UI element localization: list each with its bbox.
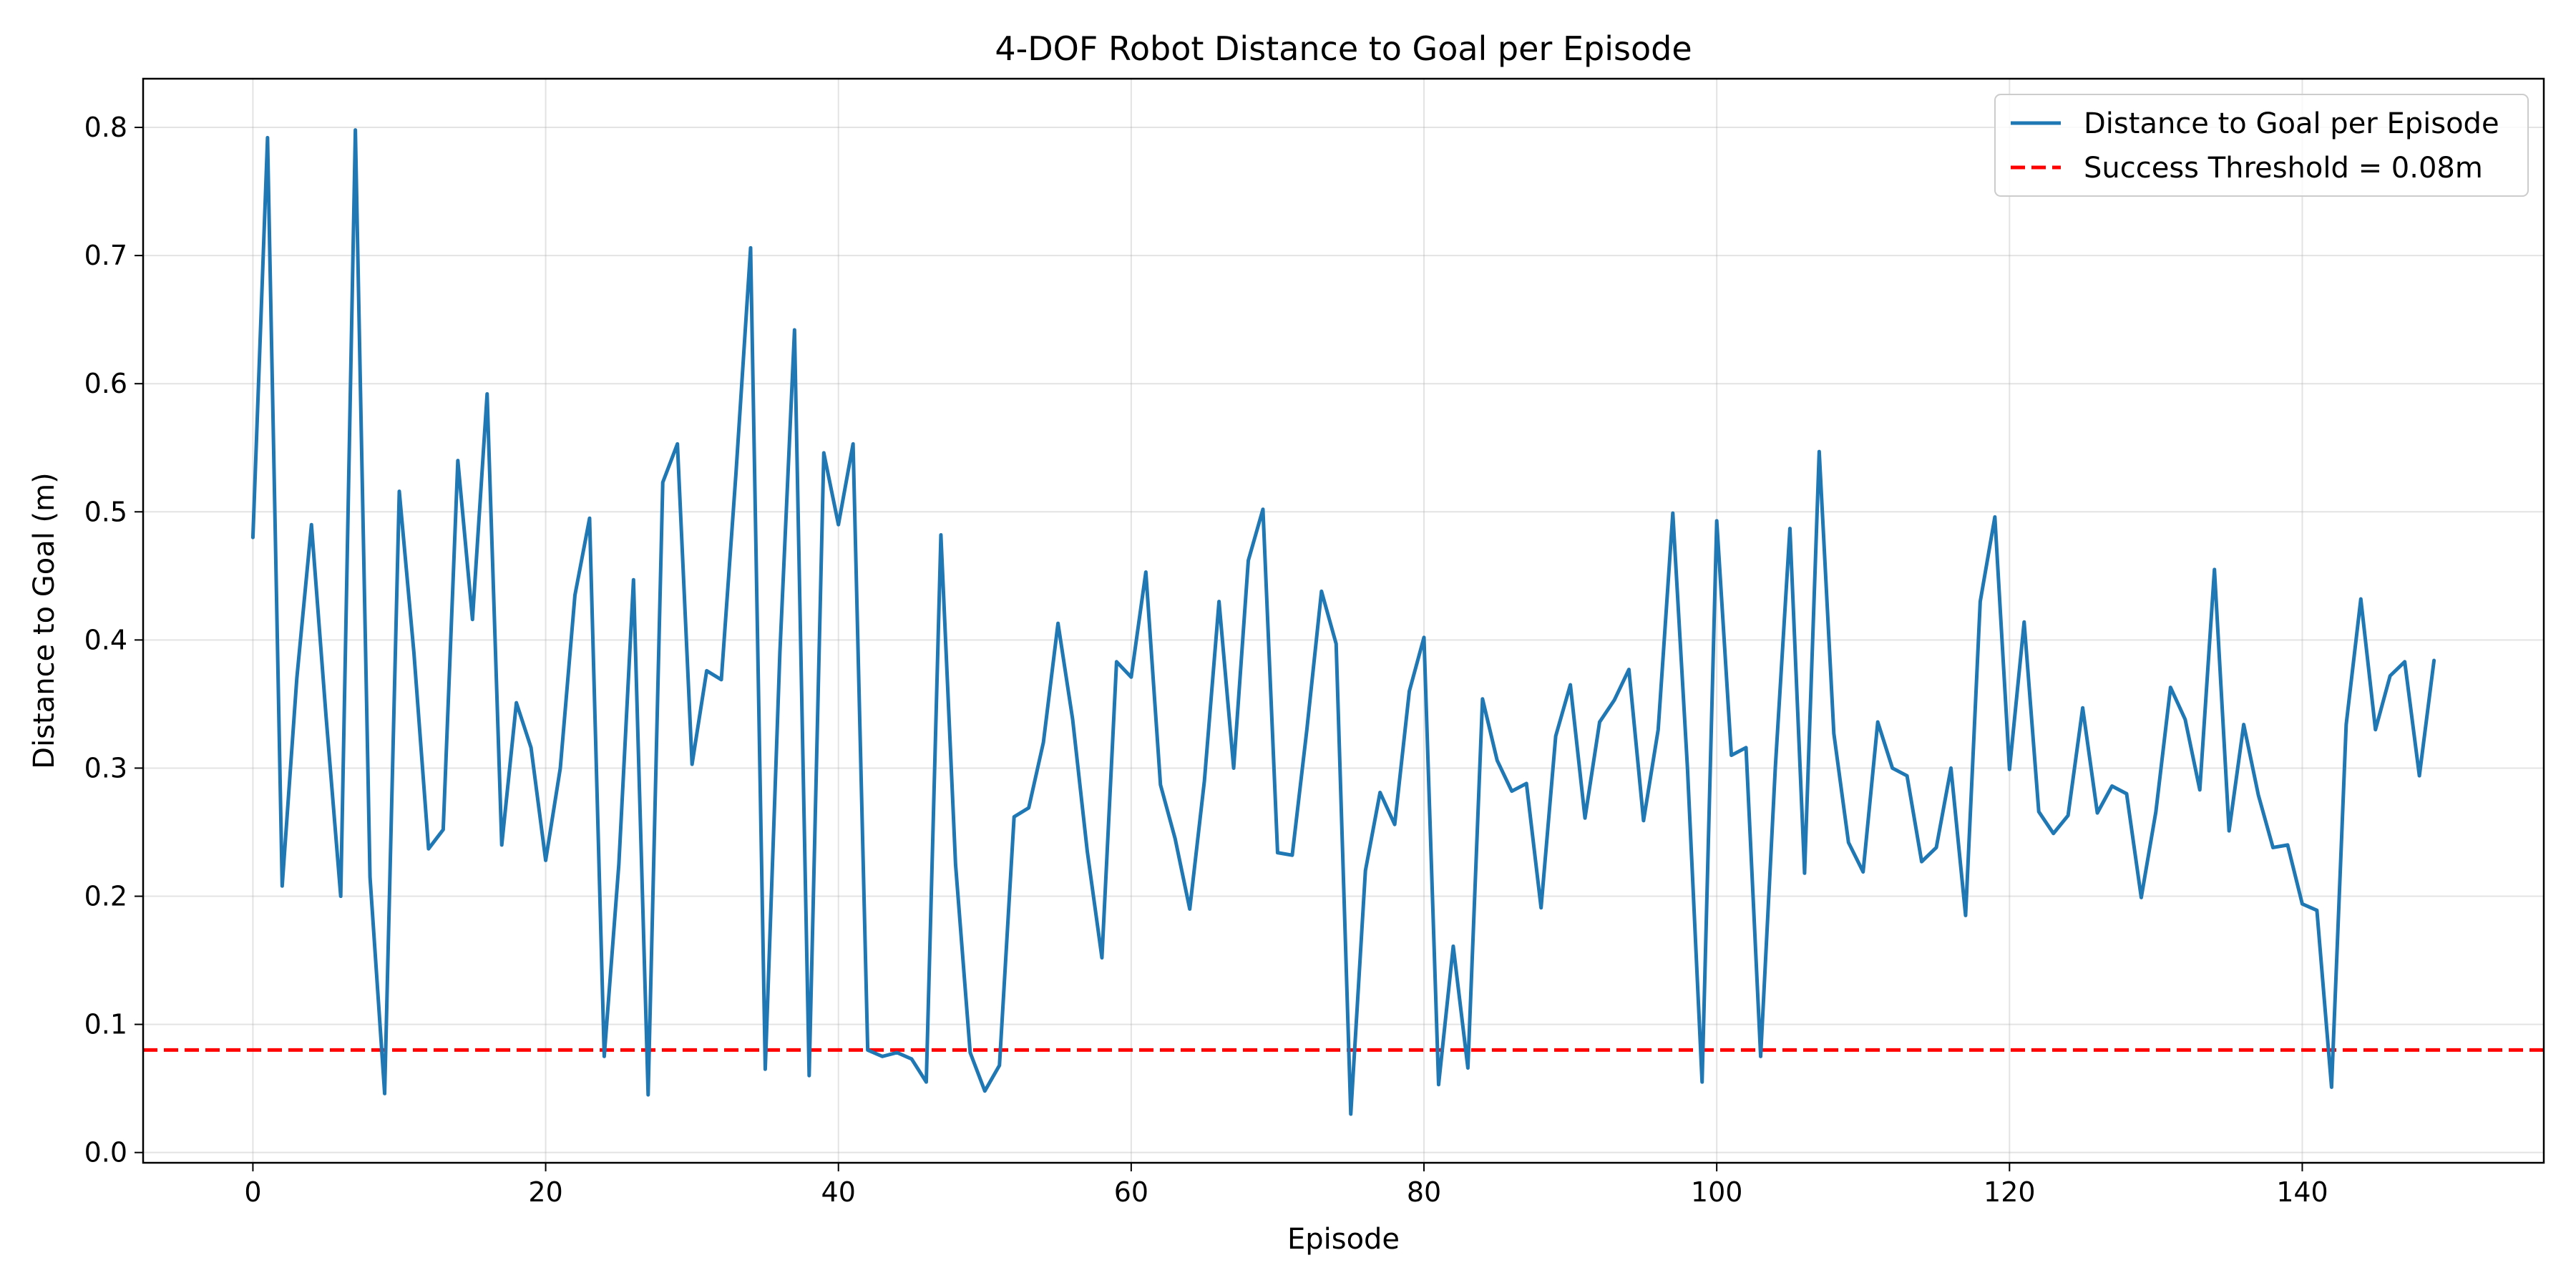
x-axis-ticks: 0 20 40 60 80 100 120 140 <box>244 1163 2328 1208</box>
y-tick-label: 0.4 <box>84 624 127 655</box>
series-line-distance <box>250 128 2436 1116</box>
y-tick-label: 0.8 <box>84 112 127 143</box>
y-tick-label: 0.5 <box>84 496 127 527</box>
x-tick-label: 60 <box>1114 1176 1148 1208</box>
legend-box <box>1994 94 2529 197</box>
chart-title: 4-DOF Robot Distance to Goal per Episode <box>995 29 1692 68</box>
y-axis-label: Distance to Goal (m) <box>28 472 61 769</box>
y-tick-label: 0.3 <box>84 752 127 784</box>
y-axis-ticks: 0.0 0.1 0.2 0.3 0.4 0.5 0.6 0.7 0.8 <box>84 112 143 1169</box>
series-layer <box>250 128 2436 1116</box>
x-tick-label: 20 <box>528 1176 562 1208</box>
x-tick-label: 80 <box>1407 1176 1441 1208</box>
y-tick-label: 0.7 <box>84 240 127 271</box>
x-tick-label: 100 <box>1691 1176 1743 1208</box>
y-tick-label: 0.1 <box>84 1009 127 1040</box>
x-tick-label: 140 <box>2276 1176 2328 1208</box>
plot-frame <box>142 77 2545 1164</box>
legend-label-distance: Distance to Goal per Episode <box>2084 107 2499 140</box>
y-tick-label: 0.2 <box>84 881 127 912</box>
x-axis-label: Episode <box>1287 1223 1400 1256</box>
y-tick-label: 0.0 <box>84 1137 127 1169</box>
legend-label-threshold: Success Threshold = 0.08m <box>2084 152 2483 185</box>
legend: Distance to Goal per Episode Success Thr… <box>1994 94 2529 197</box>
y-tick-label: 0.6 <box>84 368 127 399</box>
x-tick-label: 0 <box>244 1176 261 1208</box>
x-tick-label: 120 <box>1984 1176 2036 1208</box>
x-tick-label: 40 <box>821 1176 856 1208</box>
